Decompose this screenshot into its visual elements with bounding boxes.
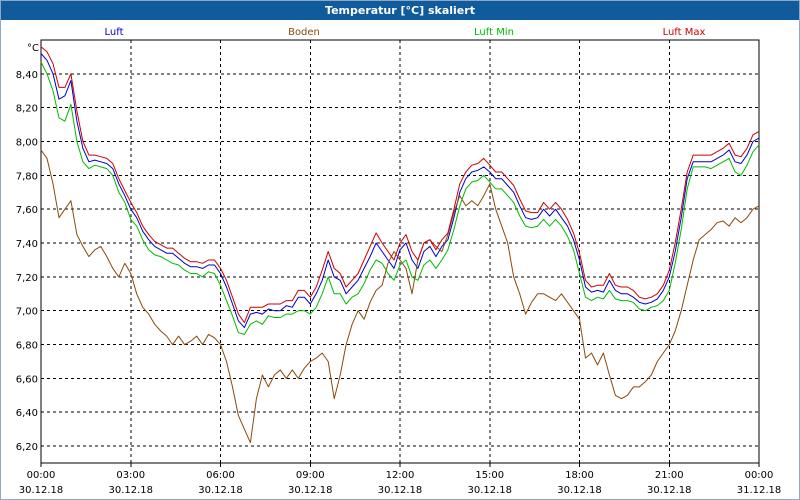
- y-tick-label: 8,40: [16, 70, 38, 81]
- tick-labels: 6,20 6,40 6,60 6,80 7,00 7,20 7,40 7,60 7,80 8,00…: [16, 43, 782, 496]
- series-line-boden: [40, 149, 760, 444]
- plot-border: [40, 39, 760, 464]
- x-tick-time: 00:00: [27, 470, 56, 481]
- grid-lines: [41, 40, 759, 463]
- x-tick-time: 21:00: [655, 470, 684, 481]
- x-tick-time: 12:00: [386, 470, 415, 481]
- x-tick-time: 15:00: [475, 470, 504, 481]
- series-line-luft-min: [40, 61, 760, 335]
- x-tick-time: 18:00: [565, 470, 594, 481]
- y-tick-label: 8,20: [16, 104, 38, 115]
- y-tick-label: 7,20: [16, 273, 38, 284]
- x-tick-time: 09:00: [296, 470, 325, 481]
- y-tick-label: 7,80: [16, 171, 38, 182]
- y-tick-label: 6,20: [16, 442, 38, 453]
- legend-item-luft-min: Luft Min: [474, 27, 514, 38]
- y-tick-label: 7,60: [16, 205, 38, 216]
- axes: [40, 39, 760, 467]
- x-tick-date: 30.12.18: [378, 485, 423, 496]
- series-line-luft: [40, 53, 760, 329]
- y-tick-label: 6,60: [16, 374, 38, 385]
- x-tick-date: 30.12.18: [198, 485, 243, 496]
- y-tick-label: 8,00: [16, 138, 38, 149]
- y-axis-unit: °C: [27, 43, 39, 54]
- x-tick-date: 30.12.18: [557, 485, 602, 496]
- x-tick-date: 31.12.18: [737, 485, 782, 496]
- legend-item-luft-max: Luft Max: [663, 27, 706, 38]
- x-tick-time: 06:00: [206, 470, 235, 481]
- x-tick-date: 30.12.18: [288, 485, 333, 496]
- y-tick-label: 7,00: [16, 307, 38, 318]
- x-tick-date: 30.12.18: [108, 485, 153, 496]
- series-lines: [40, 46, 760, 444]
- legend-item-boden: Boden: [288, 27, 320, 38]
- x-tick-time: 00:00: [745, 470, 774, 481]
- legend: Luft Boden Luft Min Luft Max: [105, 27, 706, 38]
- chart-title: Temperatur [°C] skaliert: [1, 1, 799, 20]
- x-tick-time: 03:00: [116, 470, 145, 481]
- y-tick-label: 6,40: [16, 408, 38, 419]
- y-tick-label: 7,40: [16, 239, 38, 250]
- series-line-luft-max: [40, 46, 760, 324]
- y-tick-label: 6,80: [16, 341, 38, 352]
- x-tick-date: 30.12.18: [19, 485, 64, 496]
- x-tick-date: 30.12.18: [647, 485, 692, 496]
- x-tick-date: 30.12.18: [467, 485, 512, 496]
- legend-item-luft: Luft: [105, 27, 124, 38]
